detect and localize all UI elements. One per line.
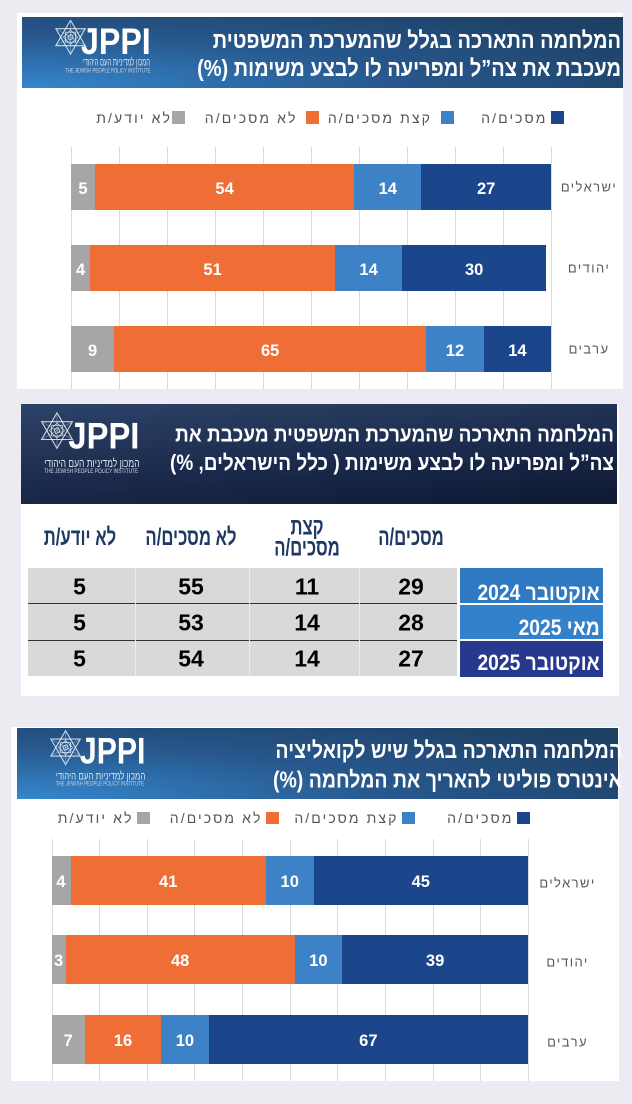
svg-text:THE JEWISH PEOPLE POLICY INSTI: THE JEWISH PEOPLE POLICY INSTITUTE (56, 781, 144, 788)
svg-text:JPPI: JPPI (68, 416, 139, 457)
svg-text:THE JEWISH PEOPLE POLICY INSTI: THE JEWISH PEOPLE POLICY INSTITUTE (44, 468, 138, 475)
svg-text:המכון למדיניות העם היהודי: המכון למדיניות העם היהודי (83, 56, 150, 69)
svg-text:THE JEWISH PEOPLE POLICY INSTI: THE JEWISH PEOPLE POLICY INSTITUTE (65, 68, 151, 75)
svg-text:JPPI: JPPI (81, 21, 151, 62)
svg-text:המכון למדיניות העם היהודי: המכון למדיניות העם היהודי (56, 769, 146, 782)
svg-text:המכון למדיניות העם היהודי: המכון למדיניות העם היהודי (44, 457, 139, 470)
svg-text:JPPI: JPPI (80, 730, 145, 771)
